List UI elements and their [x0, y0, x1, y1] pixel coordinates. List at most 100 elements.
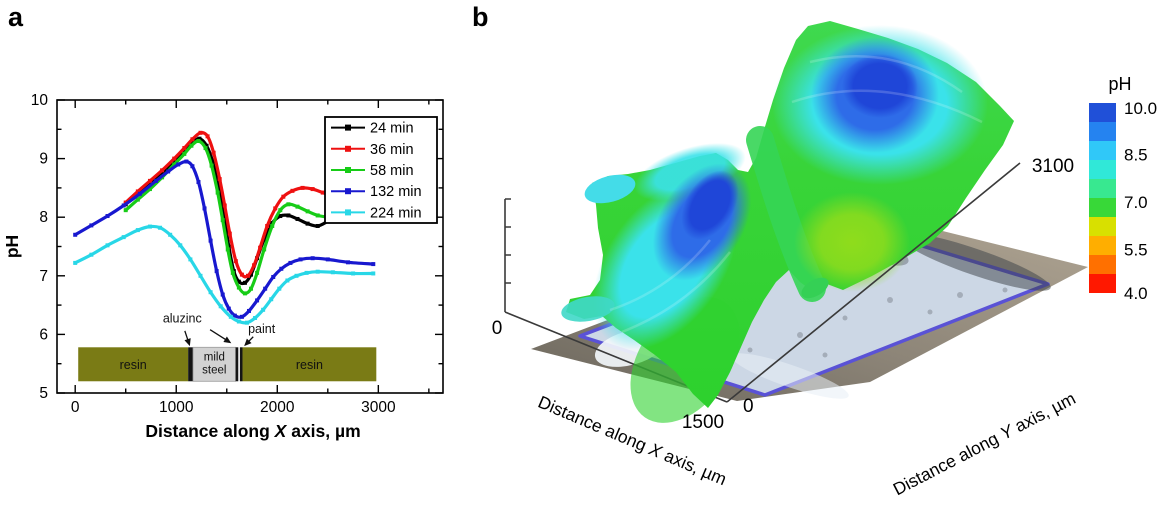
series-marker	[220, 292, 225, 297]
series-marker	[295, 204, 300, 209]
series-marker	[211, 150, 216, 155]
series-marker	[255, 298, 260, 303]
series-marker	[252, 263, 257, 268]
x-tick-label: 0	[71, 399, 80, 416]
colorbar-tick: 10.0	[1124, 99, 1157, 118]
series-marker	[253, 315, 258, 320]
inset-block-line	[235, 347, 239, 382]
series-marker	[371, 271, 376, 276]
series-marker	[244, 320, 249, 325]
legend-marker	[345, 145, 351, 152]
series-marker	[182, 151, 187, 156]
series-marker	[290, 188, 295, 193]
series-marker	[203, 146, 208, 151]
series-marker	[277, 286, 282, 291]
series-marker	[154, 178, 159, 183]
series-marker	[262, 247, 267, 252]
series-marker	[208, 238, 213, 243]
colorbar-band	[1089, 160, 1116, 180]
series-marker	[218, 304, 223, 309]
series-marker	[166, 169, 171, 174]
inset-block-label: resin	[296, 358, 323, 372]
panel-a-label: a	[8, 2, 24, 32]
annotation-arrow-line	[209, 329, 227, 341]
series-marker	[279, 266, 284, 271]
colorbar-band	[1089, 255, 1116, 275]
series-marker	[198, 130, 203, 135]
series-marker	[172, 159, 177, 164]
panel-b-label: b	[472, 2, 489, 32]
legend-marker	[345, 188, 351, 195]
legend: 24 min 36 min 58 min 132 min 224 min	[324, 116, 438, 224]
annotation-arrow-head	[184, 338, 191, 347]
series-marker	[160, 171, 165, 176]
series-marker	[215, 190, 220, 195]
x-axis-far-label: 1500	[682, 412, 724, 433]
series-marker	[270, 223, 275, 228]
panel-b-surface-plot: 0 1500 0 3100 Distance along X axis, µm …	[492, 21, 1157, 499]
series-marker	[230, 270, 235, 275]
series-marker	[278, 208, 283, 213]
colorbar: pH 10.0 8.5 7.0 5.5 4.0	[1089, 74, 1157, 303]
x-tick-label: 1000	[159, 399, 194, 416]
series-marker	[246, 308, 251, 313]
series-marker	[197, 136, 202, 141]
series-line	[74, 224, 374, 325]
series-marker	[121, 203, 126, 208]
series-marker	[198, 273, 203, 278]
series-marker	[227, 231, 232, 236]
data-series	[73, 130, 376, 325]
colorbar-tick: 5.5	[1124, 241, 1148, 260]
series-marker	[315, 223, 320, 228]
colorbar-band	[1089, 103, 1116, 123]
series-marker	[255, 270, 260, 275]
series-marker	[239, 272, 244, 277]
surface-front-blue-core	[681, 170, 739, 240]
series-marker	[196, 180, 201, 185]
legend-entry-label: 224 min	[370, 205, 422, 221]
series-marker	[147, 178, 152, 183]
series-marker	[310, 187, 315, 192]
surface-tab-left-bottom	[561, 296, 615, 322]
series-marker	[258, 245, 263, 250]
series-marker	[216, 185, 221, 190]
y-axis-title: Distance along Y axis, µm	[890, 388, 1079, 499]
series-marker	[105, 243, 110, 248]
x-axis-title: Distance along X axis, µm	[145, 421, 360, 441]
series-marker	[209, 163, 214, 168]
series-marker	[305, 209, 310, 214]
series-marker	[135, 228, 140, 233]
series-marker	[315, 213, 320, 218]
legend-marker	[345, 209, 351, 216]
series-marker	[330, 270, 335, 275]
series-marker	[239, 314, 244, 319]
series-marker	[196, 139, 201, 144]
series-marker	[273, 206, 278, 211]
series-marker	[263, 286, 268, 291]
series-marker	[176, 162, 181, 167]
legend-entry-label: 58 min	[370, 163, 414, 179]
series-marker	[294, 273, 299, 278]
legend-entry-label: 36 min	[370, 142, 414, 158]
series-marker	[105, 214, 110, 219]
series-marker	[325, 257, 330, 262]
series-marker	[236, 279, 241, 284]
series-marker	[172, 162, 177, 167]
series-marker	[242, 291, 247, 296]
series-marker	[286, 213, 291, 218]
series-marker	[147, 224, 152, 229]
series-marker	[242, 280, 247, 285]
series-marker	[184, 159, 189, 164]
series-marker	[137, 191, 142, 196]
colorbar-band	[1089, 122, 1116, 142]
inset-block-resin	[78, 347, 189, 382]
series-marker	[182, 146, 187, 151]
series-marker	[220, 218, 225, 223]
inset-block-steel	[192, 346, 237, 382]
y-tick-label: 10	[31, 92, 49, 109]
series-marker	[236, 285, 241, 290]
legend-marker	[345, 167, 351, 173]
series-marker	[300, 185, 305, 190]
series-marker	[73, 260, 78, 265]
series-marker	[298, 257, 303, 262]
